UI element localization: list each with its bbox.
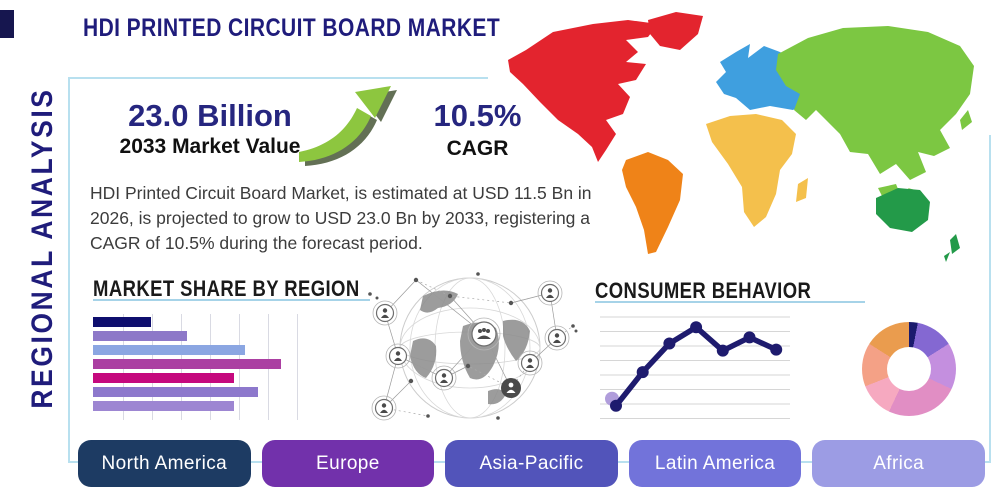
continent-africa [706,114,796,227]
island-japan [960,110,972,130]
panel-border-top [68,77,488,79]
region-button-north-america[interactable]: North America [78,440,251,487]
growth-arrow-icon [299,86,397,166]
world-map [508,12,974,262]
line-chart-title: CONSUMER BEHAVIOR [595,278,812,303]
island-greenland [648,12,703,50]
continent-asia [776,26,974,180]
sidebar-vertical-label: REGIONAL ANALYSIS [26,87,59,409]
region-button-asia-pacific[interactable]: Asia-Pacific [445,440,618,487]
continent-north-america [508,20,658,162]
region-button-row: North America Europe Asia-Pacific Latin … [78,440,985,487]
bar-chart-bar [93,345,246,355]
bar-chart-title-underline [93,299,370,301]
corner-accent-square [0,10,14,38]
panel-border-right [989,135,991,463]
region-button-latin-america[interactable]: Latin America [628,440,802,487]
continent-south-america [622,152,683,254]
bar-chart-bar [93,317,152,327]
bar-chart [93,314,305,420]
line-chart [600,316,790,419]
bar-chart-bar [93,331,187,341]
globe-network-graphic [368,272,578,421]
island-new-zealand [944,234,960,262]
panel-border-left [68,77,70,463]
region-button-europe[interactable]: Europe [261,440,435,487]
island-madagascar [796,178,808,202]
cagr-caption: CAGR [446,137,509,160]
bar-chart-bar [93,401,234,411]
bar-chart-title: MARKET SHARE BY REGION [93,276,360,301]
donut-chart-hole [887,347,931,391]
market-value-caption: 2033 Market Value [119,135,301,158]
cagr-stat: 10.5% [433,98,522,133]
bar-chart-bar [93,359,281,369]
islands-southeast-asia [878,184,922,200]
market-description: HDI Printed Circuit Board Market, is est… [90,183,592,253]
page-title: HDI PRINTED CIRCUIT BOARD MARKET [83,14,501,42]
donut-chart [862,322,956,416]
market-value-stat: 23.0 Billion [128,98,292,133]
continent-australia [876,188,930,232]
bar-chart-bar [93,373,234,383]
bar-chart-bar [93,387,259,397]
region-button-africa[interactable]: Africa [812,440,985,487]
line-chart-title-underline [595,301,865,303]
